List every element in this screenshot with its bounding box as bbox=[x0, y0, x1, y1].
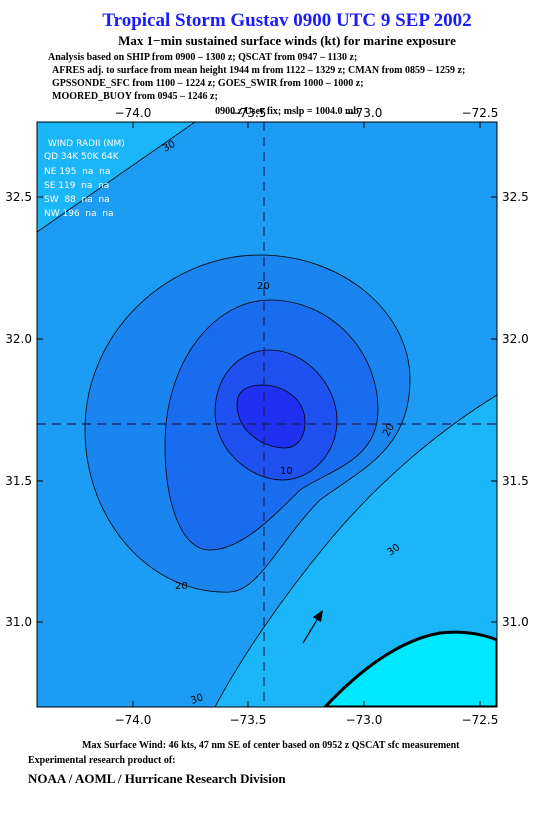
y-tick-label: 31.5 bbox=[5, 474, 32, 488]
analysis-line: GPSSONDE_SFC from 1100 – 1224 z; GOES_SW… bbox=[52, 78, 364, 89]
wind-radii: WIND RADII (NM) QD 34K 50K 64K NE 195 na… bbox=[44, 139, 125, 219]
radii-row: NE 195 na na bbox=[44, 167, 110, 177]
x-tick-label: −73.0 bbox=[346, 713, 383, 727]
x-tick-label: −74.0 bbox=[115, 106, 152, 120]
field-core bbox=[236, 384, 306, 449]
radii-header: QD 34K 50K 64K bbox=[44, 152, 120, 162]
radii-row: SW 88 na na bbox=[44, 195, 110, 205]
subtitle: Max 1−min sustained surface winds (kt) f… bbox=[118, 33, 456, 48]
y-tick-label: 32.5 bbox=[5, 190, 32, 204]
plot-frame bbox=[36, 121, 498, 708]
y-tick-label: 32.0 bbox=[5, 332, 32, 346]
x-tick-label: −72.5 bbox=[462, 713, 499, 727]
y-tick-label: 31.0 bbox=[5, 615, 32, 629]
x-tick-label: −73.5 bbox=[230, 713, 267, 727]
y-tick-label: 31.5 bbox=[502, 474, 529, 488]
contour-label: 20 bbox=[175, 581, 188, 592]
radii-title: WIND RADII (NM) bbox=[48, 139, 125, 149]
field-40-plus bbox=[322, 630, 497, 707]
analysis-line: MOORED_BUOY from 0945 – 1246 z; bbox=[52, 91, 218, 102]
analysis-line: AFRES adj. to surface from mean height 1… bbox=[52, 65, 465, 76]
product: Experimental research product of: bbox=[28, 755, 175, 766]
fix-line: 0900 z User fix; mslp = 1004.0 mb bbox=[215, 106, 359, 117]
y-tick-label: 32.0 bbox=[502, 332, 529, 346]
radii-row: SE 119 na na bbox=[44, 181, 109, 191]
org: NOAA / AOML / Hurricane Research Divisio… bbox=[28, 771, 286, 786]
analysis-line: Analysis based on SHIP from 0900 – 1300 … bbox=[48, 52, 357, 63]
y-tick-label: 31.0 bbox=[502, 615, 529, 629]
contour-label: 10 bbox=[280, 466, 293, 477]
wind-field bbox=[37, 122, 497, 707]
contour-label: 30 bbox=[189, 692, 205, 707]
title: Tropical Storm Gustav 0900 UTC 9 SEP 200… bbox=[102, 10, 471, 31]
x-tick-label: −74.0 bbox=[115, 713, 152, 727]
arrow-head bbox=[313, 610, 323, 622]
max-wind-arrow bbox=[302, 614, 321, 644]
x-tick-label: −73.5 bbox=[230, 106, 267, 120]
contour-label: 20 bbox=[257, 281, 270, 292]
radii-row: NW 196 na na bbox=[44, 209, 114, 219]
max-wind: Max Surface Wind: 46 kts, 47 nm SE of ce… bbox=[82, 740, 460, 751]
x-tick-label: −72.5 bbox=[462, 106, 499, 120]
y-tick-label: 32.5 bbox=[502, 190, 529, 204]
x-tick-label: −73.0 bbox=[346, 106, 383, 120]
